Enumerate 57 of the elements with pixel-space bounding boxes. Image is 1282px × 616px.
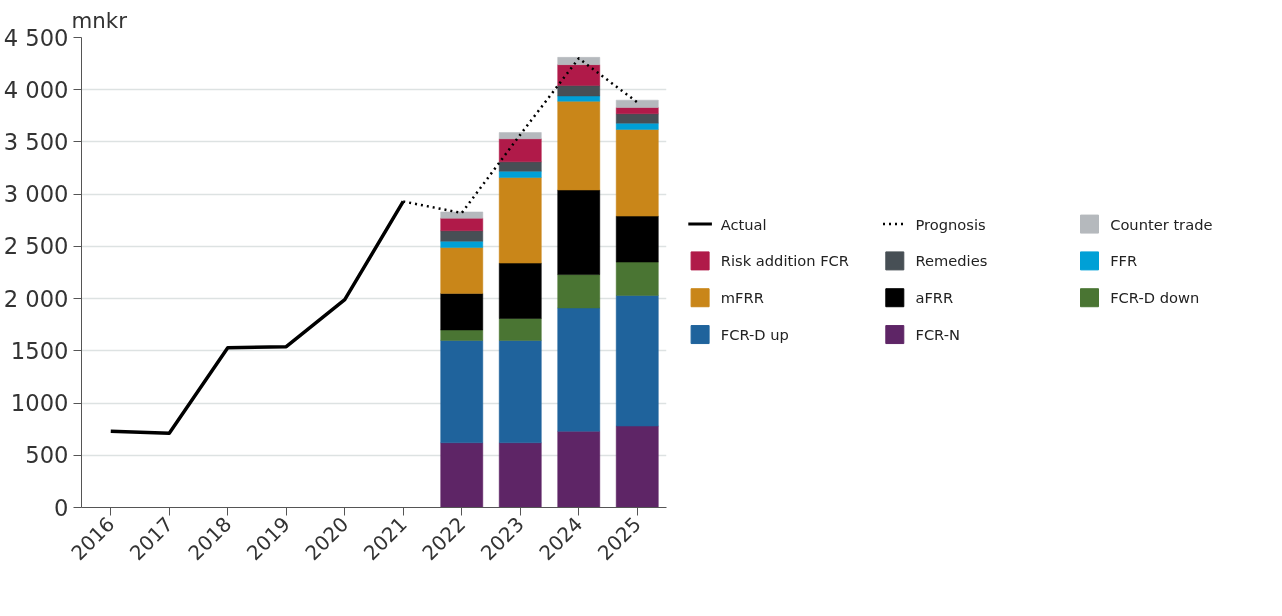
bar [498, 138, 542, 163]
legend-label: aFRR [915, 289, 954, 307]
legend-label: Risk addition FCR [720, 252, 850, 270]
legend-label: FCR-D down [1110, 289, 1200, 307]
bar [557, 57, 601, 65]
y-tick-label: 1000 [10, 390, 69, 417]
bar [440, 293, 484, 331]
y-axis-title: mnkr [71, 7, 128, 33]
y-tick-label: 500 [25, 442, 69, 469]
bar [440, 247, 484, 294]
y-tick-label: 2 500 [3, 233, 69, 260]
y-tick-label: 0 [54, 494, 69, 521]
bar [615, 261, 659, 296]
bar [498, 132, 542, 140]
bar [440, 217, 484, 231]
bar [440, 442, 484, 508]
bar [498, 170, 542, 178]
bar [557, 274, 601, 309]
bar [498, 318, 542, 341]
bar [615, 295, 659, 427]
bar [615, 215, 659, 263]
bar [615, 113, 659, 124]
bar [557, 100, 601, 191]
bar [440, 340, 484, 443]
bar [440, 230, 484, 242]
bar [557, 85, 601, 97]
bar [557, 189, 601, 275]
legend-label: Prognosis [915, 215, 986, 233]
legend-label: Counter trade [1110, 215, 1213, 233]
bar [498, 262, 542, 319]
bar [615, 425, 659, 508]
legend-label: mFRR [720, 289, 764, 307]
bar [498, 340, 542, 443]
bar [557, 307, 601, 432]
bar [615, 99, 659, 108]
y-tick-label: 3 500 [3, 128, 69, 155]
legend-label: FCR-D up [720, 326, 789, 344]
bar [615, 129, 659, 217]
y-tick-label: 1500 [10, 337, 69, 364]
bar [440, 329, 484, 341]
bar [440, 240, 484, 248]
bar [557, 64, 601, 86]
bar [440, 211, 484, 219]
y-tick-label: 4 500 [3, 24, 69, 51]
legend-label: FCR-N [915, 326, 960, 344]
bar [498, 177, 542, 264]
legend-label: Actual [720, 215, 767, 233]
bar [557, 431, 601, 508]
legend-label: FFR [1110, 252, 1138, 270]
bar [615, 122, 659, 130]
y-tick-label: 2 000 [3, 285, 69, 312]
y-tick-label: 4 000 [3, 76, 69, 103]
y-tick-label: 3 000 [3, 181, 69, 208]
bar [498, 161, 542, 172]
legend-label: Remedies [915, 252, 988, 270]
bar [615, 107, 659, 114]
bar [498, 442, 542, 508]
